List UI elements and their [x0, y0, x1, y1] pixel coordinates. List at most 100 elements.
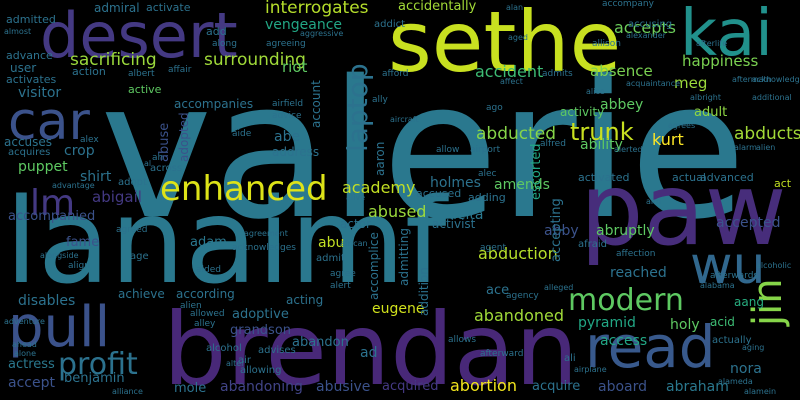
word-alan: alan — [506, 3, 524, 12]
word-albright: albright — [690, 93, 721, 102]
word-along: along — [212, 39, 237, 49]
word-al: al — [144, 159, 152, 168]
word-aircraft: aircraft — [390, 115, 419, 124]
word-activates: activates — [6, 73, 57, 86]
word-admit: admit — [316, 253, 345, 264]
word-allows: allows — [448, 335, 477, 345]
word-access: access — [600, 333, 648, 349]
word-admitting: admitting — [397, 228, 411, 286]
word-african: african — [340, 239, 368, 248]
word-afford: afford — [382, 69, 409, 79]
word-alec: alec — [478, 169, 497, 179]
word-allow: allow — [436, 145, 460, 155]
word-alive: alive — [346, 193, 366, 202]
word-addition: addition — [417, 267, 431, 316]
word-abruptly: abruptly — [596, 223, 655, 239]
word-kai: kai — [680, 0, 773, 71]
word-abandoned: abandoned — [474, 306, 564, 325]
word-abortion: abortion — [450, 376, 517, 395]
word-aide: aide — [232, 129, 252, 139]
word-according: according — [176, 287, 235, 301]
word-accidentally: accidentally — [398, 0, 477, 14]
word-adoptive: adoptive — [232, 307, 289, 322]
word-abraham: abraham — [666, 379, 729, 395]
word-affair: affair — [168, 65, 192, 75]
word-shirt: shirt — [80, 169, 112, 185]
word-absence: absence — [590, 62, 653, 80]
word-pyramid: pyramid — [578, 315, 636, 331]
word-ahead: ahead — [12, 340, 37, 349]
word-affect: affect — [500, 77, 523, 86]
word-acquired: acquired — [382, 379, 439, 394]
word-advice: advice — [272, 111, 302, 121]
word-adding: adding — [468, 191, 506, 204]
word-delta: delta — [448, 207, 484, 223]
word-abigail: abigail — [92, 188, 142, 206]
word-holy: holy — [670, 317, 700, 333]
word-eugene: eugene — [372, 301, 425, 317]
word-benjamin: benjamin — [64, 371, 125, 386]
word-happiness: happiness — [682, 52, 759, 70]
word-admiral: admiral — [94, 1, 140, 15]
word-holmes: holmes — [430, 175, 481, 191]
word-afterlife: afterlife — [696, 39, 728, 48]
word-ability: ability — [580, 137, 623, 153]
word-paw: paw — [580, 151, 787, 268]
word-aided: aided — [196, 265, 221, 275]
word-activity: activity — [560, 105, 605, 119]
word-advanced: advanced — [700, 171, 754, 184]
word-actor: actor — [340, 217, 371, 231]
word-almost: almost — [4, 27, 32, 36]
word-adopted: adopted — [177, 112, 191, 162]
word-account: account — [309, 80, 323, 128]
word-agreed: agreed — [116, 225, 148, 235]
word-fame: fame — [66, 235, 100, 250]
word-abandoning: abandoning — [220, 379, 303, 395]
word-active: active — [128, 83, 162, 96]
word-meg: meg — [674, 74, 708, 92]
word-alex: alex — [80, 135, 99, 145]
word-adventure: adventure — [4, 317, 45, 326]
word-nora: nora — [730, 361, 762, 377]
word-accomplice: accomplice — [367, 232, 381, 300]
word-accompanies: accompanies — [174, 97, 254, 111]
word-ace: ace — [486, 283, 510, 298]
word-admits: admits — [542, 69, 573, 79]
word-abandon: abandon — [292, 335, 349, 350]
word-sethe: sethe — [388, 0, 622, 91]
word-align: align — [68, 261, 90, 271]
word-admitted: admitted — [6, 13, 56, 26]
word-crop: crop — [64, 143, 95, 159]
word-accident: accident — [475, 62, 544, 81]
word-albert: albert — [128, 69, 155, 79]
word-accusing: accusing — [628, 19, 673, 30]
word-academy: academy — [342, 178, 416, 197]
word-puppet: puppet — [18, 159, 68, 175]
word-act: act — [774, 177, 792, 190]
word-agreeing: agreeing — [266, 39, 306, 49]
word-alcoholic: alcoholic — [756, 261, 792, 270]
word-alien: alien — [756, 143, 776, 152]
word-aaron: aaron — [373, 141, 387, 176]
word-abduction: abduction — [478, 244, 558, 263]
word-abby: abby — [544, 223, 579, 239]
word-reached: reached — [610, 265, 667, 281]
word-actual: actual — [672, 171, 706, 184]
word-afterwards: afterwards — [710, 271, 759, 281]
word-agency: agency — [506, 291, 539, 301]
word-alter: alter — [226, 359, 245, 368]
word-read: read — [585, 313, 716, 381]
word-allowing: allowing — [240, 365, 282, 376]
word-abusive: abusive — [316, 379, 371, 395]
word-sacrificing: sacrificing — [70, 50, 157, 70]
word-ah: ah — [152, 153, 164, 163]
word-surrounding: surrounding — [204, 50, 306, 70]
word-alabama: alabama — [700, 281, 735, 290]
word-alamein: alamein — [744, 387, 777, 396]
word-adam: adam — [190, 235, 227, 250]
word-alien: alien — [180, 301, 202, 311]
word-aim: aim — [646, 197, 661, 206]
word-achieve: achieve — [118, 287, 165, 301]
word-airplane: airplane — [574, 365, 607, 374]
word-ali: ali — [564, 353, 576, 364]
